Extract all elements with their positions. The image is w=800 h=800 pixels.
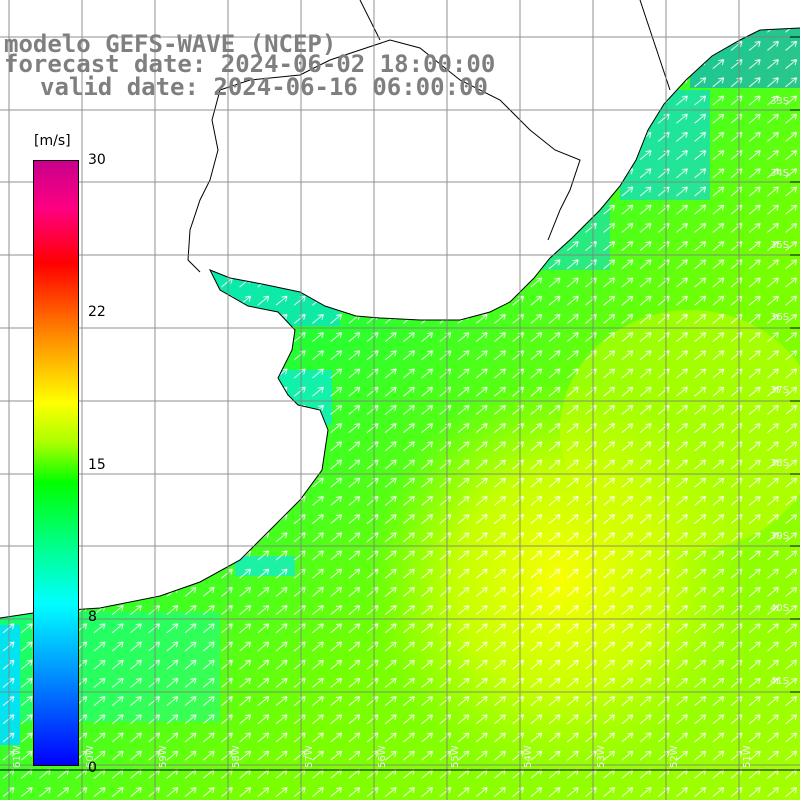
colorbar-tick-15: 15 [88, 457, 106, 473]
lon-label-52w: 52W [669, 745, 680, 768]
lon-label-54w: 54W [523, 745, 534, 768]
forecast-date: forecast date: 2024-06-02 18:00:00 [4, 50, 496, 78]
lat-label-34s: 34S [770, 168, 790, 179]
colorbar-tick-0: 0 [88, 760, 97, 776]
lat-label-37s: 37S [770, 385, 790, 396]
lon-label-56w: 56W [377, 745, 388, 768]
colorbar [33, 160, 79, 766]
lat-label-41s: 41S [770, 676, 790, 687]
map-frame-ticks [0, 36, 800, 771]
lat-label-36s: 36S [770, 312, 790, 323]
lon-label-58w: 58W [231, 745, 242, 768]
model-title: modelo GEFS-WAVE (NCEP) [4, 30, 337, 58]
lon-label-59w: 59W [158, 745, 169, 768]
lat-label-35s: 35S [770, 240, 790, 251]
colorbar-tick-8: 8 [88, 609, 97, 625]
colorbar-tick-22: 22 [88, 304, 106, 320]
valid-date: valid date: 2024-06-16 06:00:00 [40, 73, 488, 101]
colorbar-unit: [m/s] [34, 133, 71, 149]
lon-label-55w: 55W [450, 745, 461, 768]
lon-label-53w: 53W [596, 745, 607, 768]
lat-label-38s: 38S [770, 458, 790, 469]
lon-label-61w: 61W [12, 745, 23, 768]
lon-label-57w: 57W [304, 745, 315, 768]
colorbar-tick-30: 30 [88, 152, 106, 168]
lat-label-40s: 40S [770, 603, 790, 614]
lat-label-33s: 33S [770, 96, 790, 107]
lon-label-51w: 51W [742, 745, 753, 768]
lat-label-39s: 39S [770, 531, 790, 542]
